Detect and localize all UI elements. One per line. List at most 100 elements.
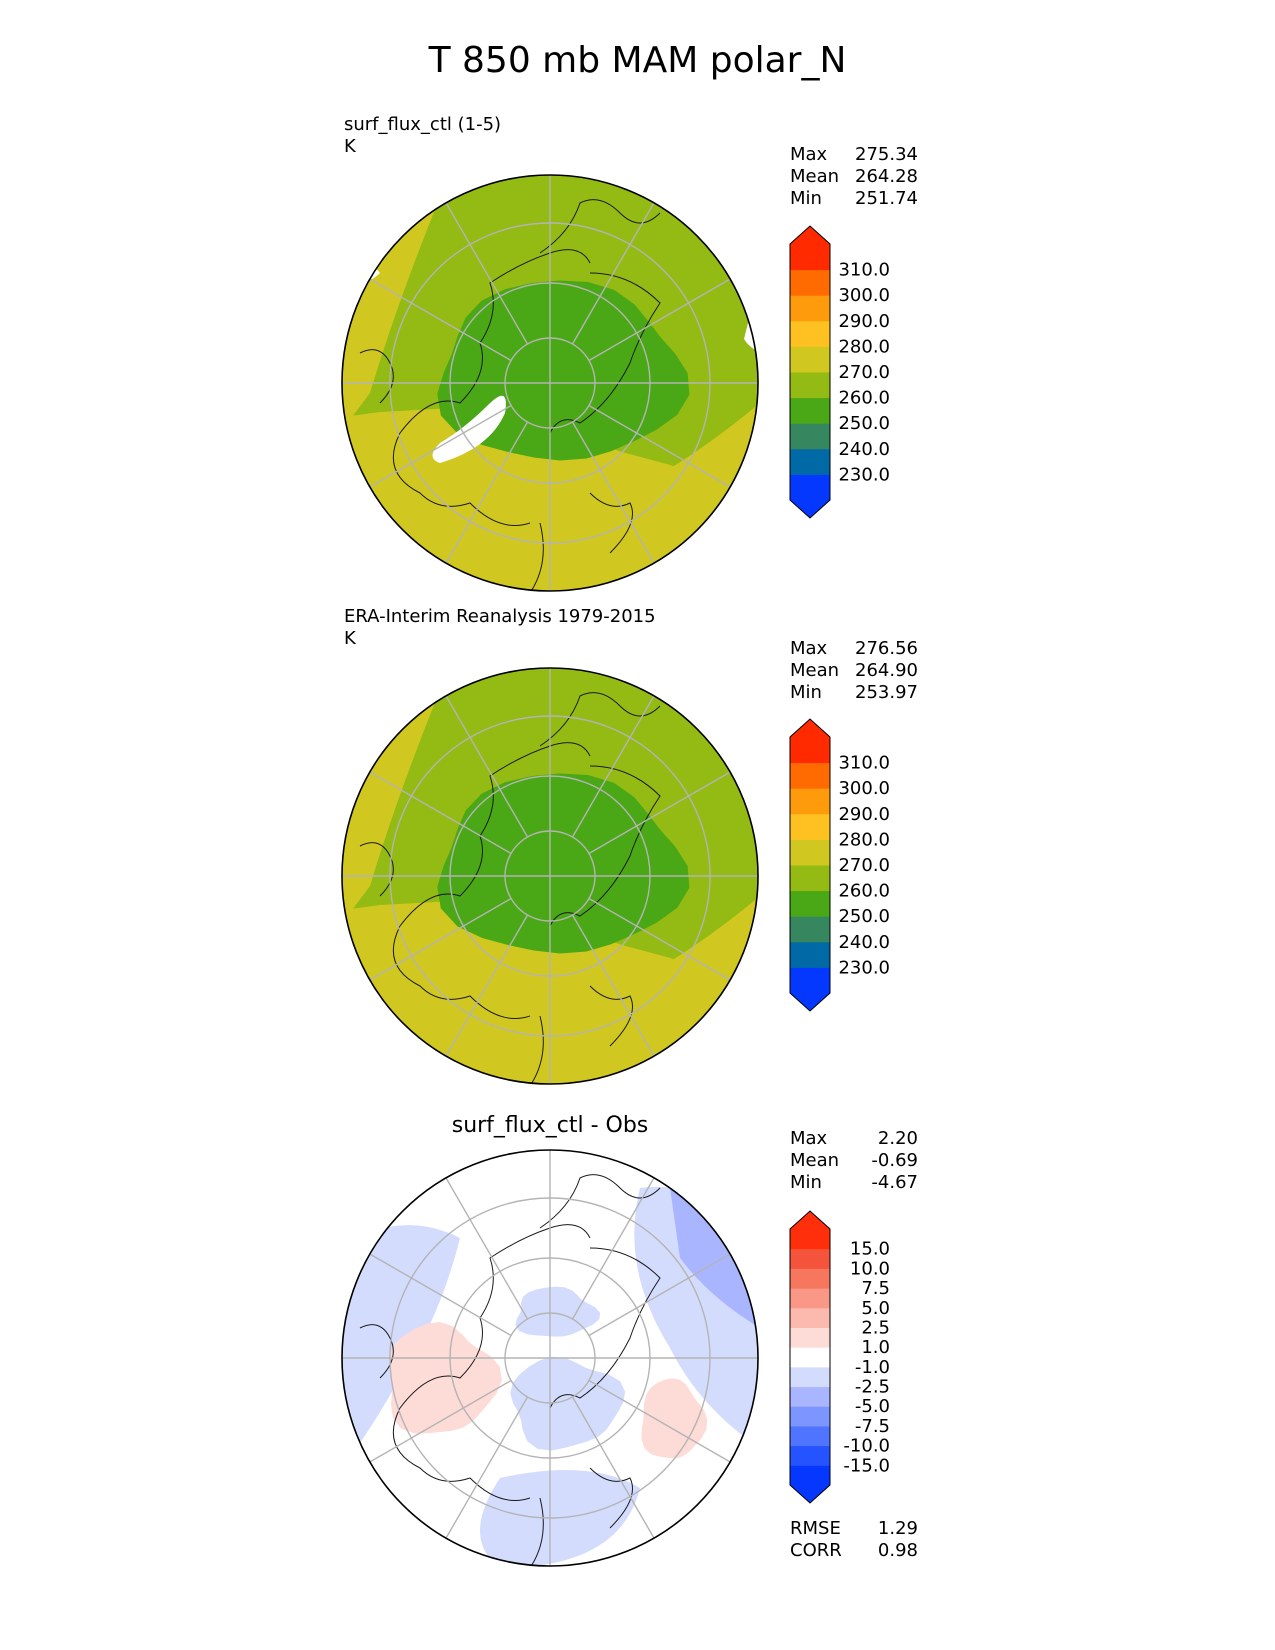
meridian-line — [434, 914, 529, 1075]
meridian-line — [351, 760, 512, 855]
stat-value: 251.74 — [855, 188, 918, 209]
colorbar-tick-label: 1.0 — [861, 1337, 890, 1358]
colorbar-tick-label: -15.0 — [843, 1455, 890, 1476]
colorbar-tick-label: 280.0 — [838, 829, 890, 850]
panel1-stats: Max 275.34 Mean 264.28 Min 251.74 — [790, 144, 918, 210]
colorbar-extend-low — [790, 993, 830, 1011]
meridian-line — [588, 404, 749, 499]
colorbar-band — [790, 1327, 830, 1348]
meridian-line — [588, 267, 749, 362]
stat-value: 1.29 — [877, 1518, 918, 1539]
field-region-south-warm — [342, 926, 758, 1084]
colorbar-tick-label: 290.0 — [838, 804, 890, 825]
colorbar-band — [790, 865, 830, 892]
panel3-map — [341, 1149, 759, 1567]
map-boundary — [341, 174, 759, 592]
meridian-line — [588, 760, 749, 855]
stat-row: Min 251.74 — [790, 188, 918, 210]
meridian-line — [571, 184, 666, 345]
colorbar-tick-label: 230.0 — [838, 957, 890, 978]
colorbar-band — [790, 1465, 830, 1486]
colorbar-band — [790, 813, 830, 840]
colorbar-tick-label: 260.0 — [838, 881, 890, 902]
meridian-line — [571, 1396, 666, 1557]
colorbar-tick-label: 290.0 — [838, 311, 890, 332]
colorbar-tick-label: -1.0 — [855, 1357, 890, 1378]
colorbar-tick-label: 250.0 — [838, 413, 890, 434]
colorbar-band — [790, 1406, 830, 1427]
panel2-map — [341, 667, 759, 1085]
colorbar-extend-low — [790, 1485, 830, 1503]
stat-label: Min — [790, 188, 822, 209]
stat-row: RMSE 1.29 — [790, 1518, 918, 1540]
colorbar-tick-label: -2.5 — [855, 1377, 890, 1398]
stat-label: Min — [790, 682, 822, 703]
panel2-units: K — [344, 628, 356, 649]
colorbar-extend-high — [790, 719, 830, 737]
panel1-units: K — [344, 136, 356, 157]
colorbar-band — [790, 1347, 830, 1368]
colorbar-band — [790, 762, 830, 789]
stat-label: Min — [790, 1172, 822, 1193]
meridian-line — [434, 1159, 529, 1320]
field-negative-region — [480, 1470, 640, 1566]
colorbar-band — [790, 423, 830, 450]
colorbar-tick-label: 300.0 — [838, 285, 890, 306]
colorbar-band — [790, 1425, 830, 1447]
colorbar-extend-low — [790, 500, 830, 518]
colorbar-band — [790, 1445, 830, 1466]
colorbar-band — [790, 839, 830, 866]
field-positive-region — [641, 1378, 708, 1459]
meridian-line — [351, 1379, 512, 1474]
coastline — [359, 349, 394, 404]
stat-value: 264.28 — [855, 166, 918, 187]
panel1-map — [341, 174, 759, 592]
map-boundary — [341, 667, 759, 1085]
colorbar-tick-label: 240.0 — [838, 439, 890, 460]
stat-label: Max — [790, 638, 828, 659]
stat-label: RMSE — [790, 1518, 841, 1539]
field-region-cold-core — [437, 773, 690, 954]
colorbar-tick-label: -10.0 — [843, 1436, 890, 1457]
stat-row: Max 276.56 — [790, 638, 918, 660]
meridian-line — [351, 1242, 512, 1337]
colorbar-band — [790, 346, 830, 373]
stat-label: Max — [790, 144, 828, 165]
meridian-line — [571, 421, 666, 582]
coastline — [549, 765, 661, 927]
stat-row: Min -4.67 — [790, 1172, 918, 1194]
colorbar-tick-label: 250.0 — [838, 906, 890, 927]
meridian-line — [351, 897, 512, 992]
panel3-colorbar: 15.010.07.55.02.51.0-1.0-2.5-5.0-7.5-10.… — [789, 1210, 890, 1504]
panel3-title: surf_flux_ctl - Obs — [451, 1113, 649, 1138]
coastline — [539, 199, 661, 254]
panel2-colorbar: 310.0 300.0 290.0 280.0 270.0 260.0 250.0 240.0… — [789, 718, 890, 1012]
colorbar-band — [790, 1268, 830, 1289]
colorbar-tick-label: 2.5 — [861, 1317, 890, 1338]
colorbar-band — [790, 967, 830, 994]
stat-value: 275.34 — [855, 144, 918, 165]
coastline — [359, 842, 394, 897]
colorbar-band — [790, 397, 830, 424]
panel2-title: ERA-Interim Reanalysis 1979-2015 — [344, 606, 656, 627]
stat-row: CORR 0.98 — [790, 1540, 918, 1562]
panel2-stats: Max 276.56 Mean 264.90 Min 253.97 — [790, 638, 918, 704]
coastline — [589, 492, 633, 554]
stat-value: 264.90 — [855, 660, 918, 681]
stat-label: Mean — [790, 166, 840, 187]
colorbar-outline — [789, 225, 831, 519]
field-positive-region — [389, 1322, 502, 1434]
colorbar-band — [790, 1229, 830, 1250]
stat-value: -4.67 — [871, 1172, 918, 1193]
colorbar-tick-label: 310.0 — [838, 753, 890, 774]
coastline — [392, 432, 531, 526]
coastline — [529, 1497, 544, 1566]
meridian-line — [434, 1396, 529, 1557]
colorbar-band — [790, 244, 830, 271]
meridian-line — [351, 404, 512, 499]
coastline — [359, 1324, 394, 1379]
colorbar-band — [790, 890, 830, 917]
colorbar-band — [790, 1288, 830, 1309]
colorbar-band — [790, 737, 830, 764]
colorbar-tick-label: 230.0 — [838, 464, 890, 485]
